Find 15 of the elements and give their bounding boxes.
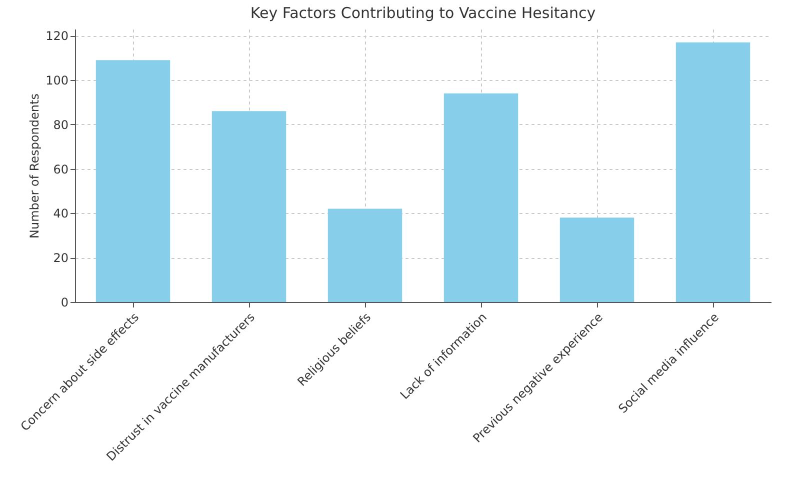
chart-title: Key Factors Contributing to Vaccine Hesitancy (250, 4, 596, 22)
y-tick-label: 0 (60, 296, 68, 310)
y-axis-title: Number of Respondents (28, 94, 42, 238)
y-tick-label: 20 (53, 251, 68, 266)
y-tick-label: 100 (46, 74, 68, 88)
bar (328, 208, 402, 302)
y-tick-label: 60 (53, 162, 68, 176)
y-tick-label: 80 (53, 118, 68, 132)
bar (444, 93, 518, 302)
y-tick-label: 120 (46, 29, 68, 44)
bar (212, 111, 286, 302)
bar (676, 42, 750, 302)
bar (96, 60, 170, 302)
bar (560, 218, 634, 302)
y-tick-label: 40 (53, 206, 68, 221)
